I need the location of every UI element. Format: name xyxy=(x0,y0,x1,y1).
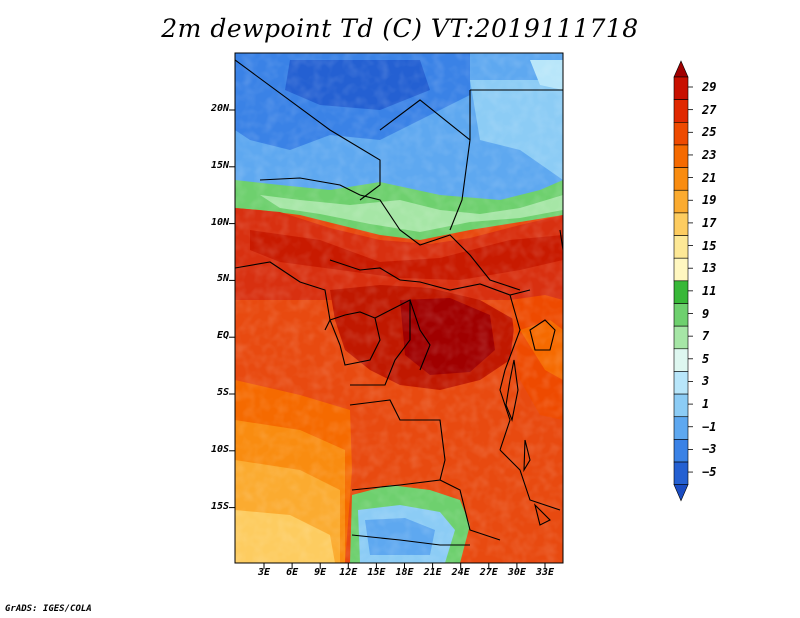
x-axis-label: 30E xyxy=(507,567,526,578)
colorbar-top-arrow xyxy=(673,60,689,78)
x-axis-label: 27E xyxy=(479,567,498,578)
x-axis-label: 12E xyxy=(339,567,358,578)
y-axis-label: EQ xyxy=(216,330,229,342)
y-axis-label: 10N xyxy=(210,216,229,228)
colorbar-label: 3 xyxy=(702,374,710,389)
colorbar-label: 27 xyxy=(702,102,717,117)
colorbar-swatch xyxy=(673,122,689,146)
x-axis-label: 15E xyxy=(367,567,386,578)
y-axis-label: 10S xyxy=(210,443,229,455)
colorbar-label: 23 xyxy=(702,147,717,162)
colorbar-swatch xyxy=(673,99,689,123)
y-axis-label: 5N xyxy=(216,273,229,285)
colorbar-swatch xyxy=(673,144,689,168)
colorbar-swatch xyxy=(673,303,689,327)
colorbar-swatch xyxy=(673,393,689,418)
colorbar-label: 21 xyxy=(702,170,717,185)
colorbar-swatch xyxy=(673,280,689,304)
colorbar-swatch xyxy=(673,461,689,485)
colorbar-label: 13 xyxy=(702,261,717,276)
colorbar-swatch xyxy=(673,235,689,259)
colorbar-swatch xyxy=(673,76,689,100)
colorbar-swatch xyxy=(673,371,689,395)
colorbar-swatch xyxy=(673,348,689,372)
colorbar-label: −3 xyxy=(702,442,717,457)
y-ticks xyxy=(229,109,235,509)
colorbar-label: −1 xyxy=(702,419,717,434)
dewpoint-field xyxy=(235,53,563,563)
credit-text: GrADS: IGES/COLA xyxy=(5,604,92,614)
colorbar-label: 19 xyxy=(702,193,717,208)
x-axis-label: 24E xyxy=(451,567,470,578)
map-title: 2m dewpoint Td (C) VT:2019111718 xyxy=(161,14,639,43)
colorbar-bottom-arrow xyxy=(673,484,689,502)
y-axis-label: 15S xyxy=(210,500,229,512)
colorbar-label: 29 xyxy=(702,80,717,94)
x-axis-label: 9E xyxy=(314,567,327,578)
x-axis-label: 18E xyxy=(395,567,414,578)
colorbar-label: 7 xyxy=(702,329,710,344)
country-borders xyxy=(235,59,563,546)
colorbar-label: 9 xyxy=(702,306,710,321)
x-axis-label: 3E xyxy=(257,567,271,578)
y-axis-label: 15N xyxy=(210,159,229,171)
colorbar-swatch xyxy=(673,189,689,214)
colorbar-label: 1 xyxy=(702,397,710,412)
colorbar-label: −5 xyxy=(702,465,717,480)
colorbar-label: 5 xyxy=(702,351,710,366)
colorbar-swatch xyxy=(673,257,689,282)
colorbar-swatch xyxy=(673,325,689,350)
colorbar-label: 25 xyxy=(702,125,717,140)
colorbar-swatch xyxy=(673,439,689,463)
x-axis-label: 33E xyxy=(535,567,555,578)
colorbar-label: 17 xyxy=(702,215,717,230)
lakes xyxy=(505,359,551,526)
colorbar-label: 11 xyxy=(702,283,717,298)
map-frame xyxy=(234,52,564,564)
colorbar-swatch xyxy=(673,416,689,440)
y-axis-label: 20N xyxy=(210,103,229,114)
colorbar-label: 15 xyxy=(702,238,717,253)
y-axis-label: 5S xyxy=(216,387,229,398)
x-axis-label: 21E xyxy=(423,567,442,578)
x-ticks xyxy=(263,563,546,569)
colorbar xyxy=(673,60,693,502)
x-axis-label: 6E xyxy=(286,567,299,578)
colorbar-swatch xyxy=(673,212,689,236)
colorbar-swatch xyxy=(673,167,689,191)
